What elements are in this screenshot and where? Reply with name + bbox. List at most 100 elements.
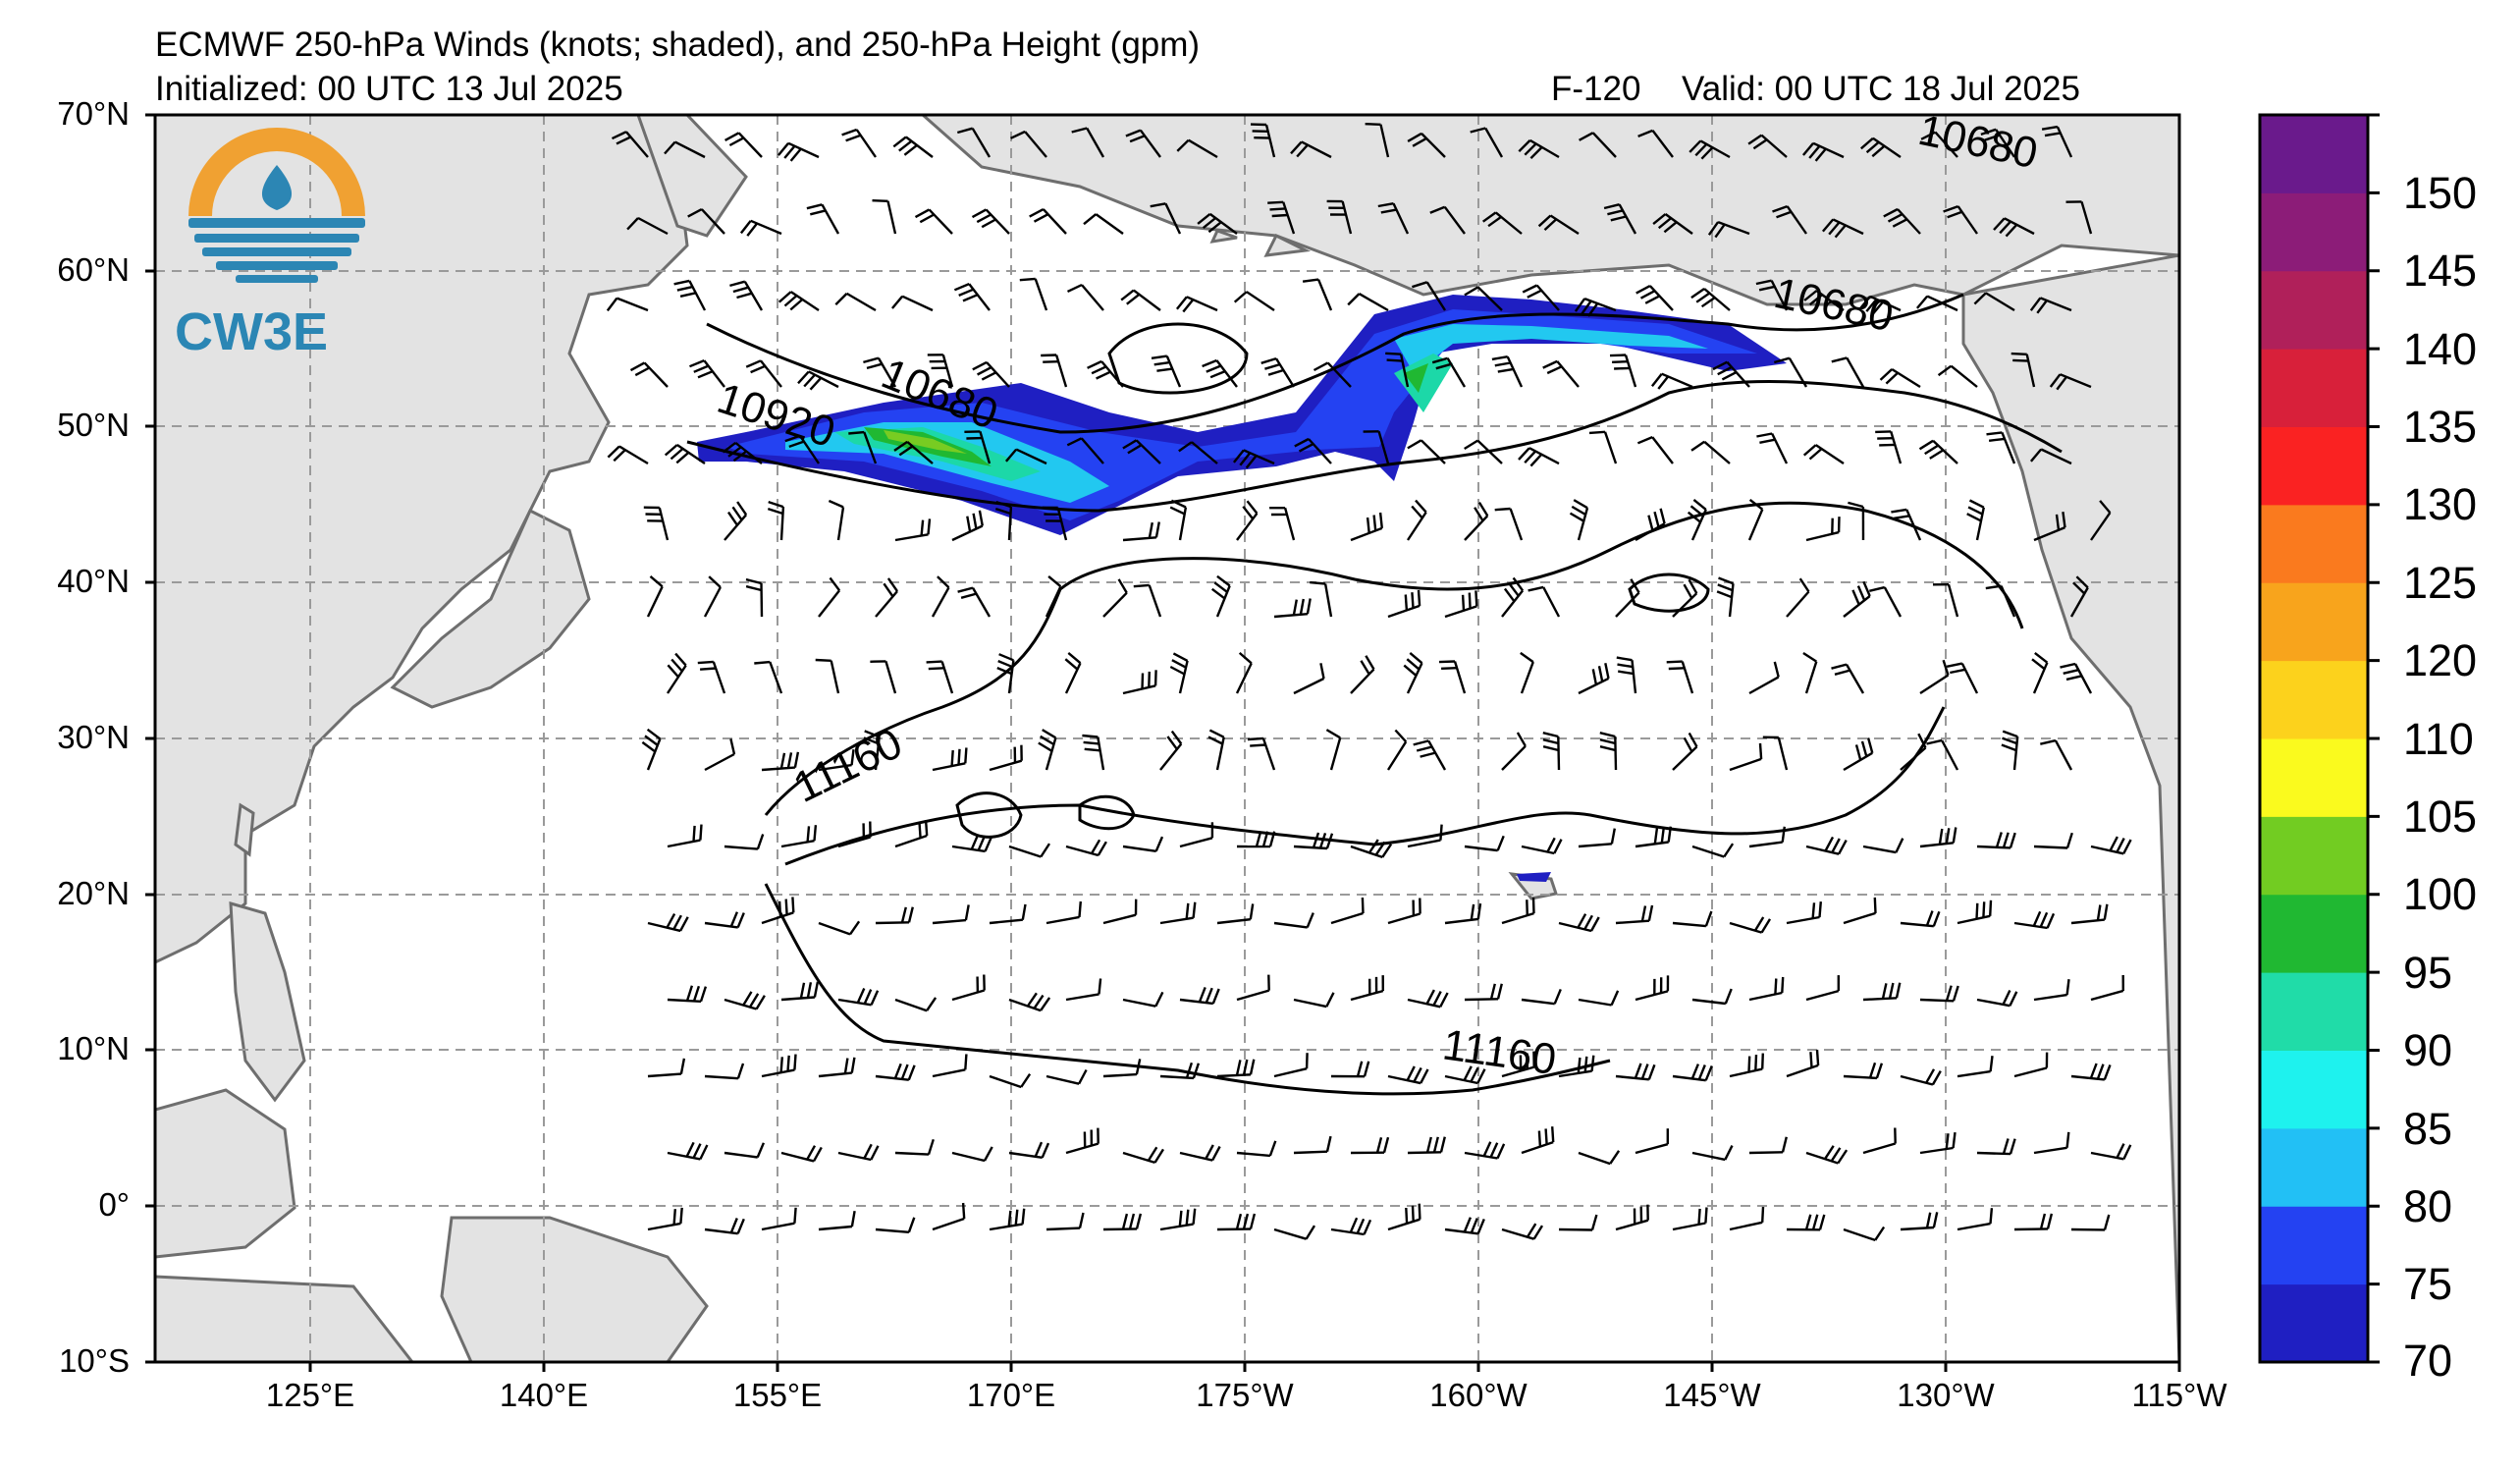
wind-barb-flag xyxy=(813,825,818,842)
wind-barb xyxy=(1501,1228,1534,1240)
wind-barb-flag xyxy=(755,995,766,1010)
wind-barb-flag xyxy=(1640,905,1647,922)
wind-barb xyxy=(951,524,984,542)
contour-10680-north xyxy=(706,293,1964,434)
wind-barb-flag xyxy=(1038,741,1053,752)
wind-barb-flag xyxy=(789,147,802,162)
wind-barb xyxy=(643,361,669,388)
wind-barb xyxy=(1805,1151,1839,1165)
wind-barb-flag xyxy=(641,740,657,753)
wind-barb-flag xyxy=(793,1207,797,1224)
wind-barb-flag xyxy=(1529,146,1543,160)
wind-barb-flag xyxy=(883,582,894,598)
wind-barb-flag xyxy=(1202,358,1217,368)
wind-barb xyxy=(1672,1222,1706,1231)
wind-barb xyxy=(1215,585,1231,618)
wind-barb xyxy=(2012,736,2019,771)
wind-barb-flag xyxy=(2009,991,2018,1007)
wind-barb xyxy=(1862,997,1898,1002)
wind-barb xyxy=(1444,917,1478,925)
wind-barb-flag xyxy=(927,518,932,535)
wind-barb-flag xyxy=(1551,1126,1555,1143)
wind-barb-flag xyxy=(1866,737,1874,754)
wind-barb-flag xyxy=(1653,828,1659,845)
wind-barb xyxy=(1386,740,1408,771)
lat-label: 60°N xyxy=(57,251,130,288)
wind-barb xyxy=(2001,431,2016,464)
wind-barb xyxy=(1726,360,1750,388)
wind-barb-flag xyxy=(1497,367,1514,373)
wind-barb xyxy=(780,996,815,1002)
wind-barb-flag xyxy=(1985,584,2002,590)
wind-barb-flag xyxy=(1821,218,1835,233)
wind-barb-flag xyxy=(1830,1147,1842,1162)
colorbar-tick-label: 145 xyxy=(2403,246,2478,296)
wind-barb xyxy=(1615,591,1640,618)
wind-barb xyxy=(1464,998,1499,1002)
wind-barb-flag xyxy=(1616,656,1633,662)
wind-barb-flag xyxy=(1233,291,1248,303)
wind-barb xyxy=(1528,138,1560,159)
wind-barb-flag xyxy=(1925,1212,1932,1228)
wind-barb-flag xyxy=(1818,1214,1826,1230)
wind-barb-flag xyxy=(1425,1136,1432,1153)
wind-barb-flag xyxy=(1356,1218,1366,1234)
wind-barb xyxy=(1007,660,1015,694)
wind-barb-flag xyxy=(1614,366,1631,370)
wind-barb-flag xyxy=(1581,300,1592,315)
wind-barb-flag xyxy=(1761,1206,1765,1223)
wind-barb-flag xyxy=(1776,210,1793,219)
wind-barb-flag xyxy=(1347,293,1361,306)
lat-label: 20°N xyxy=(57,875,130,911)
wind-barb xyxy=(1900,746,1927,771)
wind-barb-flag xyxy=(2002,730,2018,738)
wind-barb xyxy=(1045,736,1057,771)
wind-barb-flag xyxy=(1474,590,1478,607)
wind-barb-flag xyxy=(2009,832,2016,848)
wind-barb-flag xyxy=(1269,207,1286,211)
wind-barb-flag xyxy=(607,445,620,459)
colorbar-tick-label: 70 xyxy=(2403,1336,2453,1386)
wind-barb-flag xyxy=(1694,142,1708,157)
wind-barb xyxy=(1235,662,1253,694)
wind-barb xyxy=(1748,991,1783,1002)
wind-barb xyxy=(1631,660,1637,694)
wind-barb xyxy=(1464,845,1498,852)
wind-barb-flag xyxy=(1609,354,1627,357)
wind-barb-flag xyxy=(1690,440,1705,452)
wind-barb-flag xyxy=(1047,574,1062,588)
wind-barb-flag xyxy=(1489,983,1496,1000)
wind-barb xyxy=(799,435,820,464)
wind-barb-flag xyxy=(1986,431,2003,436)
wind-barb-flag xyxy=(1482,1141,1492,1157)
wind-barb xyxy=(1872,136,1902,158)
wind-barb-flag xyxy=(732,450,748,463)
wind-barb-flag xyxy=(1612,360,1629,363)
wind-barb xyxy=(1407,998,1441,1009)
wind-barb xyxy=(647,921,681,933)
contour-low-aleutian xyxy=(1107,322,1249,395)
wind-barb-flag xyxy=(1716,590,1733,599)
wind-barb-flag xyxy=(1925,1068,1936,1084)
wind-barb-flag xyxy=(1704,910,1713,927)
wind-barb-flag xyxy=(2039,1213,2047,1229)
wind-barb-flag xyxy=(834,293,848,306)
wind-barb xyxy=(1178,507,1188,541)
wind-barb-flag xyxy=(728,136,744,147)
wind-barb-flag xyxy=(1004,448,1018,463)
wind-barb xyxy=(874,736,881,771)
wind-barb xyxy=(646,585,664,618)
wind-barb-flag xyxy=(1712,360,1728,371)
wind-barb xyxy=(1042,208,1067,235)
wind-barb-flag xyxy=(1405,1207,1409,1225)
wind-barb-flag xyxy=(1097,841,1107,856)
wind-barb-flag xyxy=(1920,131,1936,140)
wind-barb xyxy=(1729,1221,1763,1231)
wind-barb-flag xyxy=(1932,910,1941,927)
wind-barb-flag xyxy=(1950,668,1966,675)
wind-barb-flag xyxy=(2116,838,2125,853)
wind-barb xyxy=(1165,355,1182,388)
wind-barb xyxy=(1976,1151,2011,1156)
wind-barb-flag xyxy=(1542,359,1558,369)
wind-barb-flag xyxy=(1966,513,1982,522)
